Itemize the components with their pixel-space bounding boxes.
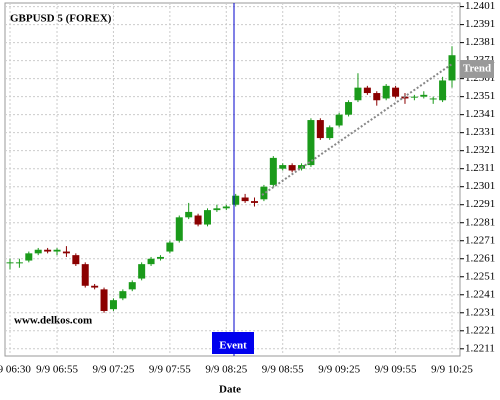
candle-body <box>25 253 33 261</box>
candle-body <box>241 197 249 202</box>
x-tick-label: 9/9 08:55 <box>262 364 304 376</box>
x-tick-label: 9/9 09:55 <box>375 364 417 376</box>
trend-label: Trend <box>463 63 491 75</box>
candle-body <box>439 80 447 101</box>
y-tick-label: 1.2221 <box>465 324 495 336</box>
candle-body <box>279 165 287 169</box>
candle-body <box>392 87 400 97</box>
chart-title: GBPUSD 5 (FOREX) <box>10 13 112 25</box>
y-tick-label: 1.2251 <box>465 270 495 282</box>
x-tick-label: 9/9 08:25 <box>205 364 247 376</box>
candle-body <box>354 87 362 101</box>
candle-body <box>62 251 70 254</box>
candle-body <box>326 127 334 139</box>
x-tick-label: 9/9 10:25 <box>431 364 473 376</box>
candle-body <box>156 256 164 259</box>
y-tick-label: 1.2311 <box>465 162 495 174</box>
candle-body <box>316 120 324 139</box>
watermark: www.delkos.com <box>14 315 92 327</box>
y-tick-label: 1.2391 <box>465 18 495 30</box>
x-tick-label: 9/9 07:55 <box>149 364 191 376</box>
candle-body <box>128 282 136 290</box>
event-label: Event <box>219 340 247 352</box>
event-box <box>212 332 254 354</box>
candle-body <box>6 262 14 264</box>
candle-body <box>81 264 89 286</box>
trend-line <box>261 63 453 196</box>
y-tick-label: 1.2321 <box>465 144 495 156</box>
x-axis-title: Date <box>219 384 241 396</box>
candle-body <box>44 249 52 252</box>
candle-body <box>420 94 428 97</box>
candle-body <box>232 195 240 205</box>
x-tick-label: 9/9 09:25 <box>318 364 360 376</box>
candle-body <box>307 120 315 166</box>
y-tick-label: 1.2231 <box>465 306 495 318</box>
candle-body <box>345 102 353 115</box>
candle-body <box>288 165 296 171</box>
candle-body <box>260 186 268 200</box>
y-tick-label: 1.2211 <box>465 342 495 354</box>
y-tick-label: 1.2301 <box>465 180 495 192</box>
candle-body <box>147 258 155 265</box>
y-tick-label: 1.2241 <box>465 288 495 300</box>
candle-body <box>410 96 418 98</box>
y-tick-label: 1.2351 <box>465 90 495 102</box>
candle-body <box>15 262 23 264</box>
candle-body <box>185 211 193 218</box>
candle-body <box>429 98 437 100</box>
y-tick-label: 1.2381 <box>465 36 495 48</box>
plot-area <box>4 2 461 357</box>
candle-body <box>138 264 146 279</box>
candle-body <box>203 210 211 225</box>
candle-body <box>119 291 127 299</box>
x-tick-label: 9/9 06:30 <box>0 364 31 376</box>
candle-body <box>53 249 61 252</box>
candle-body <box>72 255 80 265</box>
candle-body <box>448 55 456 81</box>
y-tick-label: 1.2281 <box>465 216 495 228</box>
candle-body <box>194 215 202 225</box>
candle-body <box>91 285 99 288</box>
candle-body <box>373 93 381 101</box>
x-tick-label: 9/9 07:25 <box>93 364 135 376</box>
x-tick-label: 9/9 06:55 <box>36 364 78 376</box>
candle-body <box>363 87 371 94</box>
candle-body <box>251 201 259 203</box>
y-tick-label: 1.2291 <box>465 198 495 210</box>
candle-body <box>222 206 230 209</box>
candle-body <box>100 289 108 311</box>
candle-body <box>34 249 42 254</box>
trend-box <box>460 60 494 78</box>
candle-body <box>213 208 221 211</box>
y-tick-label: 1.2401 <box>465 0 495 12</box>
candle-body <box>175 217 183 241</box>
y-tick-label: 1.2331 <box>465 126 495 138</box>
candle-body <box>335 114 343 126</box>
candle-body <box>382 85 390 99</box>
candle-body <box>109 300 117 310</box>
candle-body <box>166 242 174 252</box>
y-tick-label: 1.2341 <box>465 108 495 120</box>
y-tick-label: 1.2271 <box>465 234 495 246</box>
candle-body <box>269 157 277 185</box>
y-tick-label: 1.2261 <box>465 252 495 264</box>
